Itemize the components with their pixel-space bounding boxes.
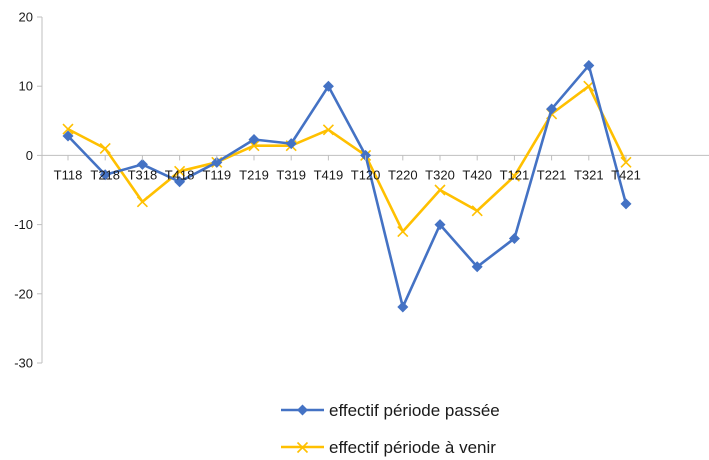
x-tick-label: T119 [202, 167, 231, 182]
x-tick-label: T420 [462, 167, 492, 182]
data-point-passee [434, 219, 446, 231]
x-tick-label: T121 [500, 167, 530, 182]
data-point-venir [583, 80, 595, 92]
data-point-passee [99, 169, 111, 181]
x-tick-label: T220 [388, 167, 418, 182]
legend-marker-venir [296, 441, 309, 454]
data-point-venir [62, 123, 74, 135]
data-point-passee [174, 176, 186, 188]
x-tick-label: T319 [276, 167, 306, 182]
x-tick-label: T320 [425, 167, 455, 182]
data-point-passee [546, 103, 558, 115]
data-point-venir [471, 205, 483, 217]
x-tick-label: T221 [537, 167, 567, 182]
x-tick-label: T218 [90, 167, 120, 182]
data-point-venir [508, 170, 520, 182]
x-tick-label: T318 [128, 167, 158, 182]
x-tick-label: T219 [239, 167, 269, 182]
legend-label-venir: effectif période à venir [329, 438, 496, 457]
data-point-venir [620, 156, 632, 168]
data-point-passee [471, 261, 483, 273]
x-tick-label: T321 [574, 167, 604, 182]
legend: effectif période passée effectif période… [281, 401, 500, 457]
data-point-passee [620, 198, 632, 210]
legend-marker-passee [297, 404, 308, 416]
y-axis-ticks: 20 10 0 -10 -20 -30 [14, 10, 42, 371]
data-point-passee [285, 138, 297, 150]
legend-item-passee: effectif période passée [281, 401, 500, 420]
x-tick-label: T120 [351, 167, 381, 182]
y-tick-label: -30 [14, 356, 33, 371]
x-tick-label: T418 [165, 167, 195, 182]
x-tick-label: T419 [314, 167, 344, 182]
data-point-venir [136, 196, 148, 208]
y-tick-label: 0 [26, 148, 33, 163]
series-line-venir [67, 84, 628, 233]
data-point-venir [99, 142, 111, 155]
y-tick-label: 10 [19, 79, 33, 94]
x-axis-ticks: T118 T218 T318 T418 T119 T219 T319 T419 T120 T220… [54, 155, 641, 182]
data-point-venir [434, 184, 446, 196]
y-tick-label: 20 [19, 10, 33, 25]
data-point-passee [136, 158, 148, 170]
data-point-passee [62, 130, 74, 142]
data-point-venir [397, 225, 409, 238]
data-point-passee [322, 80, 334, 92]
series-line-passee [67, 64, 628, 309]
x-tick-label: T118 [54, 167, 83, 182]
data-point-passee [248, 133, 260, 145]
data-point-venir [322, 124, 334, 136]
data-point-venir [174, 165, 186, 177]
legend-label-passee: effectif période passée [329, 401, 500, 420]
data-point-passee [397, 301, 409, 313]
data-point-passee [508, 232, 520, 244]
legend-item-venir: effectif période à venir [281, 438, 496, 457]
y-tick-label: -20 [14, 286, 33, 301]
data-point-passee [583, 59, 595, 71]
series-lines [62, 59, 632, 313]
y-tick-label: -10 [14, 217, 33, 232]
data-point-passee [211, 156, 223, 168]
axes [41, 17, 709, 363]
x-tick-label: T421 [611, 167, 641, 182]
